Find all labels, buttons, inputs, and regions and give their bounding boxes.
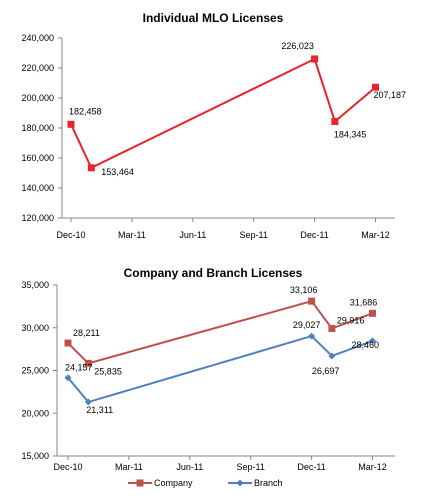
data-point-marker <box>87 164 95 172</box>
data-label: 25,835 <box>94 366 122 376</box>
x-tick-label: Mar-12 <box>361 230 390 240</box>
legend: Company Branch <box>128 478 283 488</box>
y-tick-label: 160,000 <box>21 153 54 163</box>
y-tick-label: 220,000 <box>21 63 54 73</box>
x-tick-label: Jun-11 <box>179 230 206 240</box>
data-label: 207,187 <box>374 90 407 100</box>
x-tick-label: Sep-11 <box>240 230 268 240</box>
data-label: 184,345 <box>334 129 367 139</box>
data-label: 226,023 <box>281 41 314 51</box>
legend-label: Branch <box>254 478 283 488</box>
legend-label: Company <box>154 478 193 488</box>
data-point-marker <box>67 120 75 128</box>
y-tick-label: 240,000 <box>21 33 54 43</box>
data-label: 33,106 <box>290 285 318 295</box>
data-point-marker <box>308 332 316 340</box>
x-tick-label: Dec-10 <box>53 462 82 472</box>
x-tick-label: Sep-11 <box>237 462 265 472</box>
legend-marker <box>136 479 144 487</box>
data-point-marker <box>372 83 379 91</box>
data-point-marker <box>369 309 376 317</box>
data-point-marker <box>328 324 336 332</box>
x-tick-label: Mar-11 <box>118 230 146 240</box>
data-labels: 182,458 153,464 226,023 184,345 207,187 <box>69 41 406 177</box>
y-tick-label: 180,000 <box>21 123 54 133</box>
data-point-marker <box>308 297 316 305</box>
mlo-licenses-chart: Individual MLO Licenses 120,000 140,000 16… <box>21 11 406 240</box>
y-tick-label: 25,000 <box>21 366 49 376</box>
data-point-marker <box>84 398 92 406</box>
data-label: 28,460 <box>352 340 380 350</box>
series-layer <box>67 55 379 172</box>
y-tick-label: 20,000 <box>21 408 49 418</box>
data-point-marker <box>64 374 72 382</box>
data-point-marker <box>331 117 339 125</box>
y-tick-label: 30,000 <box>21 323 49 333</box>
axes: 120,000 140,000 160,000 180,000 200,000 220,0… <box>21 33 395 240</box>
data-label: 182,458 <box>69 106 102 116</box>
legend-marker <box>236 479 244 487</box>
data-point-marker <box>369 337 376 345</box>
y-tick-label: 35,000 <box>21 280 49 290</box>
data-point-marker <box>64 339 72 347</box>
x-tick-label: Jun-11 <box>176 462 203 472</box>
data-point-marker <box>84 359 92 367</box>
series-line <box>67 300 373 365</box>
x-tick-label: Dec-11 <box>297 462 325 472</box>
data-label: 28,211 <box>73 328 100 338</box>
data-label: 153,464 <box>101 167 134 177</box>
data-label: 29,916 <box>337 315 365 325</box>
data-point-marker <box>328 352 336 360</box>
x-tick-label: Mar-11 <box>115 462 143 472</box>
data-label: 24,157 <box>65 363 93 373</box>
y-tick-label: 120,000 <box>21 213 54 223</box>
x-tick-label: Dec-11 <box>300 230 328 240</box>
y-tick-label: 15,000 <box>21 451 49 461</box>
data-labels: 28,211 25,835 33,106 29,916 31,686 24,157 21,3… <box>65 285 379 415</box>
axes: 15,000 20,000 25,000 30,000 35,000 Dec-10 Mar-… <box>21 280 395 472</box>
data-label: 29,027 <box>293 320 321 330</box>
chart-title: Company and Branch Licenses <box>124 266 303 280</box>
chart-title: Individual MLO Licenses <box>143 11 284 25</box>
company-branch-licenses-chart: Company and Branch Licenses 15,000 20,000… <box>21 266 395 488</box>
x-tick-label: Dec-10 <box>56 230 85 240</box>
x-tick-label: Mar-12 <box>358 462 387 472</box>
y-tick-label: 200,000 <box>21 93 54 103</box>
data-label: 31,686 <box>350 297 378 307</box>
series-line <box>70 57 377 170</box>
data-point-marker <box>311 55 319 63</box>
y-tick-label: 140,000 <box>21 183 54 193</box>
data-label: 26,697 <box>312 366 340 376</box>
data-label: 21,311 <box>86 405 113 415</box>
series-layer <box>64 297 376 406</box>
